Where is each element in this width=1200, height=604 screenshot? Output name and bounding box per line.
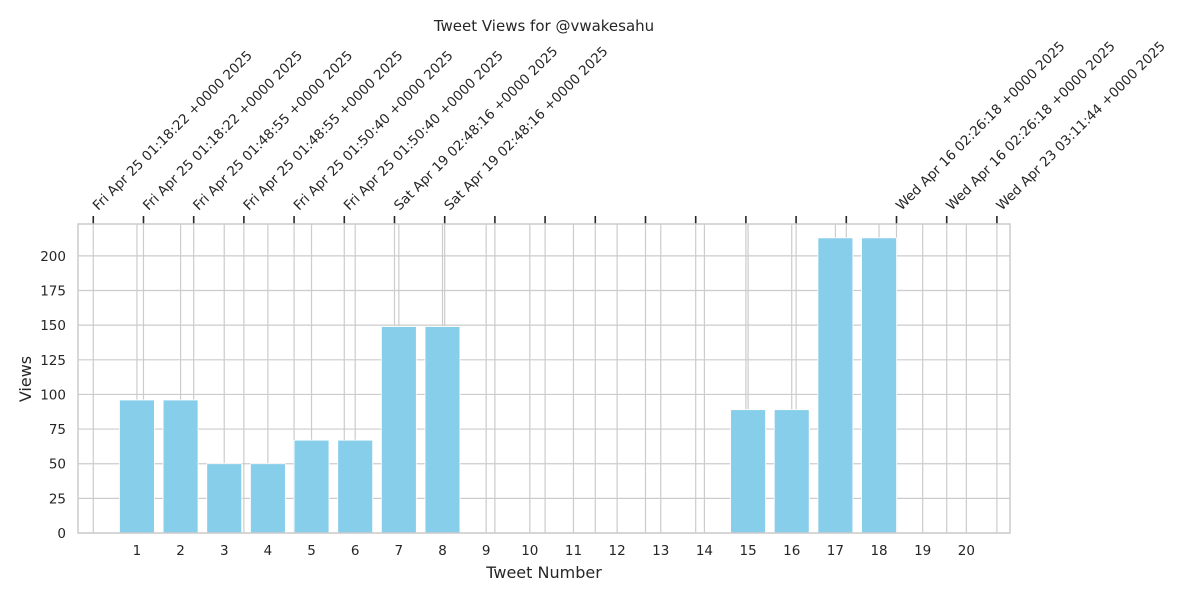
y-tick-label: 100	[40, 387, 66, 403]
x-tick-label: 14	[696, 543, 713, 559]
bar	[773, 409, 810, 534]
bar	[861, 237, 897, 534]
bar	[293, 439, 330, 534]
bar	[380, 326, 417, 534]
x-tick-label: 18	[870, 543, 887, 559]
bar-layer	[119, 237, 897, 534]
y-tick-label: 25	[49, 491, 66, 507]
y-tick-label: 125	[40, 353, 66, 369]
y-tick-label: 0	[57, 526, 66, 542]
x-tick-label: 19	[914, 543, 931, 559]
bar	[817, 237, 854, 534]
y-tick-label: 75	[49, 422, 66, 438]
x-tick-label: 15	[739, 543, 756, 559]
x-tick-label: 12	[609, 543, 626, 559]
x-tick-label: 3	[220, 543, 229, 559]
x-tick-label: 11	[565, 543, 582, 559]
bar	[162, 399, 199, 534]
axes-frame	[77, 223, 1011, 534]
bar	[206, 463, 243, 534]
x-axis-label: Tweet Number	[485, 563, 602, 582]
x-tick-label: 8	[438, 543, 447, 559]
x-tick-label: 20	[958, 543, 975, 559]
x-tick-label: 7	[395, 543, 404, 559]
plot-frame	[77, 223, 1011, 534]
y-tick-label: 150	[40, 318, 66, 334]
x-tick-label: 16	[783, 543, 800, 559]
x-tick-label: 2	[176, 543, 185, 559]
top-axis-ticks	[92, 216, 998, 224]
y-tick-label: 175	[40, 284, 66, 300]
x-tick-label: 9	[482, 543, 491, 559]
x-tick-label: 10	[521, 543, 538, 559]
y-tick-label: 200	[40, 249, 66, 265]
x-tick-label: 17	[827, 543, 844, 559]
bar	[730, 409, 766, 534]
bar	[337, 439, 374, 534]
x-tick-label: 5	[307, 543, 316, 559]
bar	[119, 399, 155, 534]
x-tick-label: 4	[264, 543, 273, 559]
y-tick-label: 50	[49, 457, 66, 473]
x-tick-label: 13	[652, 543, 669, 559]
x-tick-label: 6	[351, 543, 360, 559]
bar	[424, 326, 461, 534]
y-axis-label: Views	[16, 356, 35, 402]
x-tick-label: 1	[133, 543, 142, 559]
bar	[250, 463, 286, 534]
chart-title: Tweet Views for @vwakesahu	[433, 17, 654, 35]
